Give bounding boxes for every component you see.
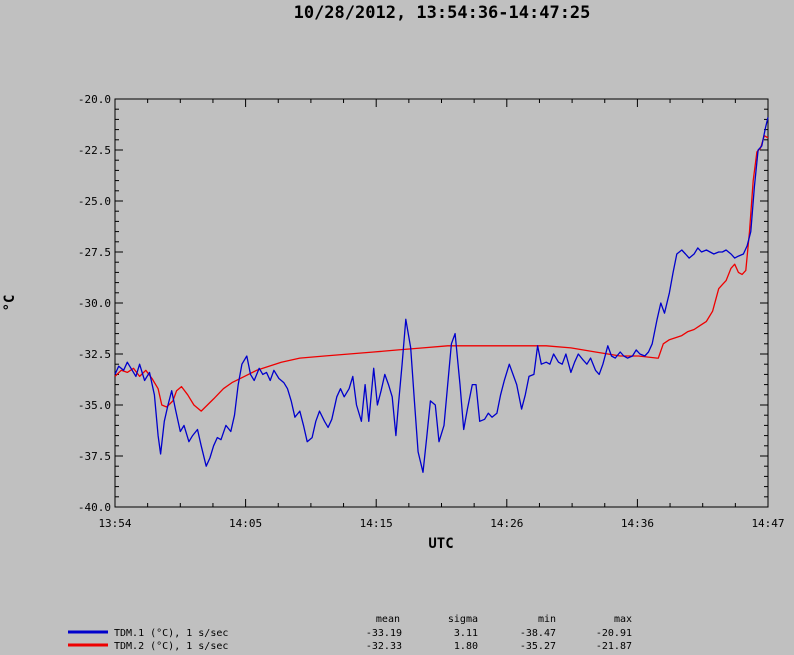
- x-tick-label: 13:54: [98, 517, 131, 530]
- stat-mean-tdm2: -32.33: [366, 641, 402, 652]
- y-axis-label: °C: [2, 295, 18, 312]
- x-axis: 13:54 14:05 14:15 14:26 14:36 14:47: [98, 99, 785, 530]
- legend-label-tdm2: TDM.2 (°C), 1 s/sec: [114, 641, 228, 652]
- y-tick-label: -20.0: [78, 93, 111, 106]
- y-tick-label: -40.0: [78, 501, 111, 514]
- legend: mean sigma min max TDM.1 (°C), 1 s/sec -…: [68, 614, 632, 652]
- y-tick-label: -25.0: [78, 195, 111, 208]
- stat-sigma-tdm1: 3.11: [454, 628, 478, 639]
- y-tick-label: -27.5: [78, 246, 111, 259]
- series-lines: [114, 117, 769, 473]
- chart-title: 10/28/2012, 13:54:36-14:47:25: [294, 3, 591, 23]
- stats-header-mean: mean: [376, 614, 400, 625]
- x-tick-label: 14:26: [490, 517, 523, 530]
- y-tick-label: -30.0: [78, 297, 111, 310]
- x-tick-label: 14:47: [751, 517, 784, 530]
- stats-header-min: min: [538, 614, 556, 625]
- series-line-tdm2: [114, 135, 769, 412]
- stat-sigma-tdm2: 1.80: [454, 641, 478, 652]
- stat-min-tdm1: -38.47: [520, 628, 556, 639]
- legend-label-tdm1: TDM.1 (°C), 1 s/sec: [114, 628, 228, 639]
- x-axis-label: UTC: [428, 536, 453, 552]
- y-tick-label: -37.5: [78, 450, 111, 463]
- stat-max-tdm1: -20.91: [596, 628, 632, 639]
- stat-max-tdm2: -21.87: [596, 641, 632, 652]
- x-tick-label: 14:36: [621, 517, 654, 530]
- y-tick-label: -22.5: [78, 144, 111, 157]
- stat-mean-tdm1: -33.19: [366, 628, 402, 639]
- x-tick-label: 14:15: [360, 517, 393, 530]
- stats-header-max: max: [614, 614, 632, 625]
- y-tick-label: -35.0: [78, 399, 111, 412]
- y-axis: -20.0 -22.5 -25.0 -27.5 -30.0 -32.5 -35.0 -37.5…: [78, 93, 768, 514]
- stats-header-sigma: sigma: [448, 614, 478, 625]
- series-line-tdm1: [114, 117, 769, 473]
- x-tick-label: 14:05: [229, 517, 262, 530]
- y-tick-label: -32.5: [78, 348, 111, 361]
- stat-min-tdm2: -35.27: [520, 641, 556, 652]
